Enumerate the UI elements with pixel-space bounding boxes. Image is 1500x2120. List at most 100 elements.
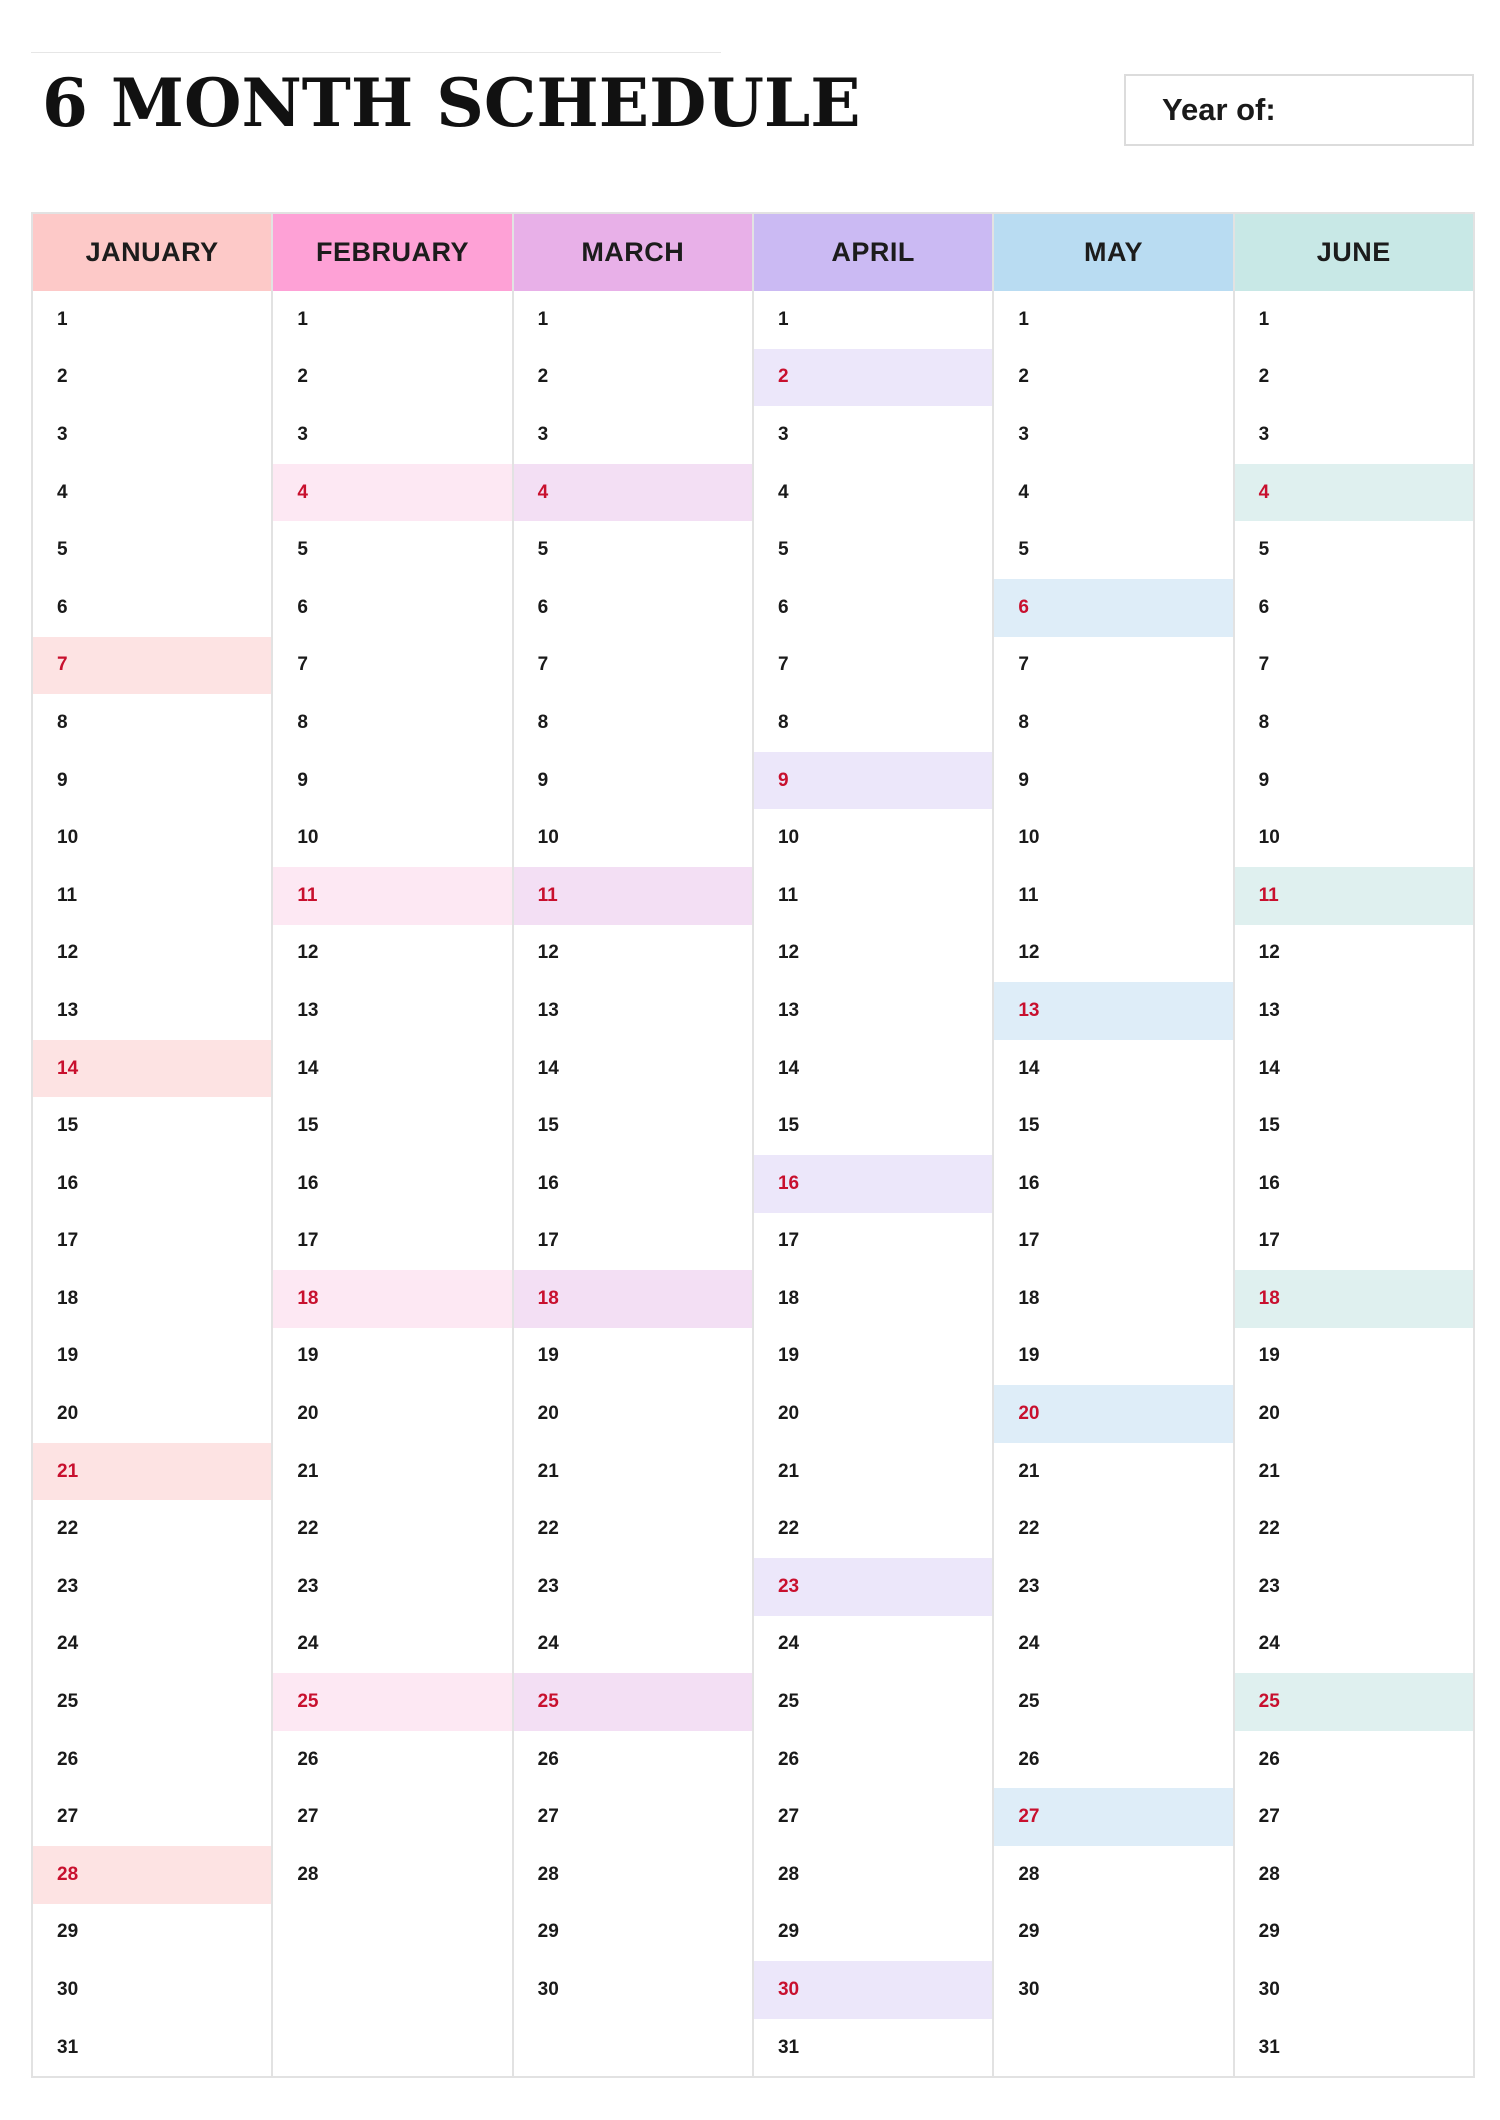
day-cell-highlighted[interactable]: 4 bbox=[513, 463, 752, 522]
day-cell[interactable]: 6 bbox=[297, 596, 308, 618]
day-cell[interactable]: 26 bbox=[1258, 1748, 1280, 1770]
day-cell-highlighted[interactable]: 4 bbox=[273, 463, 512, 522]
day-cell-highlighted[interactable]: 18 bbox=[513, 1270, 752, 1328]
day-cell[interactable]: 5 bbox=[57, 539, 68, 561]
day-cell[interactable]: 9 bbox=[297, 769, 308, 791]
day-cell[interactable]: 2 bbox=[57, 366, 68, 388]
day-cell[interactable]: 8 bbox=[777, 711, 789, 733]
day-cell[interactable]: 9 bbox=[1258, 769, 1270, 791]
day-cell[interactable]: 25 bbox=[777, 1691, 800, 1713]
day-cell[interactable]: 12 bbox=[537, 942, 559, 964]
day-cell[interactable]: 17 bbox=[1018, 1230, 1040, 1252]
day-cell[interactable]: 22 bbox=[297, 1518, 319, 1540]
day-cell[interactable]: 19 bbox=[1258, 1345, 1280, 1367]
day-cell-highlighted[interactable]: 20 bbox=[994, 1385, 1233, 1443]
day-cell[interactable]: 29 bbox=[57, 1921, 79, 1943]
day-cell[interactable]: 23 bbox=[1258, 1575, 1280, 1597]
day-cell[interactable]: 19 bbox=[1018, 1345, 1040, 1367]
day-cell[interactable]: 30 bbox=[537, 1979, 559, 2001]
day-cell-highlighted[interactable]: 9 bbox=[753, 751, 993, 810]
year-field[interactable]: Year of: bbox=[1124, 74, 1474, 146]
day-cell[interactable]: 12 bbox=[297, 942, 319, 964]
day-cell[interactable]: 6 bbox=[777, 596, 789, 618]
day-cell[interactable]: 3 bbox=[1258, 423, 1270, 445]
day-cell[interactable]: 22 bbox=[537, 1518, 559, 1540]
day-cell[interactable]: 22 bbox=[1258, 1518, 1280, 1540]
day-cell[interactable]: 20 bbox=[57, 1403, 79, 1425]
day-cell-highlighted[interactable]: 23 bbox=[753, 1558, 993, 1616]
day-cell[interactable]: 27 bbox=[777, 1806, 800, 1828]
day-cell[interactable]: 19 bbox=[777, 1345, 800, 1367]
day-cell[interactable]: 28 bbox=[537, 1863, 559, 1885]
day-cell[interactable]: 5 bbox=[1018, 539, 1029, 561]
day-cell[interactable]: 28 bbox=[1258, 1863, 1280, 1885]
day-cell-highlighted[interactable]: 4 bbox=[1234, 463, 1473, 522]
day-cell[interactable]: 23 bbox=[297, 1575, 319, 1597]
day-cell[interactable]: 3 bbox=[297, 423, 308, 445]
day-cell[interactable]: 1 bbox=[297, 308, 308, 330]
day-cell[interactable]: 24 bbox=[537, 1633, 559, 1655]
day-cell-highlighted[interactable]: 14 bbox=[33, 1039, 272, 1098]
day-cell[interactable]: 27 bbox=[57, 1806, 79, 1828]
day-cell[interactable]: 31 bbox=[57, 2036, 79, 2058]
day-cell[interactable]: 13 bbox=[57, 999, 79, 1021]
day-cell[interactable]: 7 bbox=[537, 654, 549, 676]
day-cell[interactable]: 20 bbox=[777, 1403, 800, 1425]
day-cell[interactable]: 14 bbox=[537, 1057, 559, 1079]
day-cell[interactable]: 24 bbox=[57, 1633, 79, 1655]
day-cell[interactable]: 10 bbox=[57, 827, 79, 849]
day-cell-highlighted[interactable]: 28 bbox=[33, 1846, 272, 1904]
day-cell[interactable]: 2 bbox=[1258, 366, 1270, 388]
day-cell[interactable]: 31 bbox=[1258, 2036, 1280, 2058]
day-cell[interactable]: 1 bbox=[777, 308, 789, 330]
day-cell[interactable]: 5 bbox=[777, 539, 789, 561]
day-cell[interactable]: 20 bbox=[1258, 1403, 1280, 1425]
day-cell[interactable]: 17 bbox=[777, 1230, 800, 1252]
day-cell[interactable]: 27 bbox=[1258, 1806, 1280, 1828]
day-cell[interactable]: 20 bbox=[537, 1403, 559, 1425]
day-cell[interactable]: 29 bbox=[1258, 1921, 1280, 1943]
day-cell[interactable]: 15 bbox=[537, 1115, 559, 1137]
day-cell[interactable]: 25 bbox=[57, 1691, 79, 1713]
day-cell[interactable]: 3 bbox=[777, 423, 789, 445]
day-cell-highlighted[interactable]: 11 bbox=[1234, 866, 1473, 925]
day-cell[interactable]: 29 bbox=[777, 1921, 800, 1943]
day-cell-highlighted[interactable]: 7 bbox=[33, 636, 272, 695]
day-cell[interactable]: 4 bbox=[57, 481, 68, 503]
day-cell[interactable]: 27 bbox=[537, 1806, 559, 1828]
day-cell[interactable]: 22 bbox=[1018, 1518, 1040, 1540]
day-cell[interactable]: 7 bbox=[1258, 654, 1270, 676]
day-cell[interactable]: 21 bbox=[537, 1460, 559, 1482]
day-cell[interactable]: 16 bbox=[1258, 1172, 1280, 1194]
day-cell[interactable]: 14 bbox=[1018, 1057, 1040, 1079]
day-cell[interactable]: 21 bbox=[1018, 1460, 1040, 1482]
day-cell[interactable]: 26 bbox=[297, 1748, 319, 1770]
day-cell[interactable]: 20 bbox=[297, 1403, 319, 1425]
day-cell[interactable]: 17 bbox=[537, 1230, 559, 1252]
day-cell[interactable]: 30 bbox=[1258, 1979, 1280, 2001]
day-cell[interactable]: 9 bbox=[57, 769, 68, 791]
day-cell[interactable]: 1 bbox=[57, 308, 68, 330]
day-cell[interactable]: 2 bbox=[1018, 366, 1029, 388]
day-cell[interactable]: 24 bbox=[1258, 1633, 1280, 1655]
day-cell[interactable]: 21 bbox=[777, 1460, 800, 1482]
day-cell[interactable]: 11 bbox=[777, 884, 799, 906]
day-cell[interactable]: 17 bbox=[57, 1230, 79, 1252]
day-cell[interactable]: 30 bbox=[1018, 1979, 1040, 2001]
day-cell[interactable]: 23 bbox=[1018, 1575, 1040, 1597]
day-cell[interactable]: 16 bbox=[537, 1172, 559, 1194]
day-cell-highlighted[interactable]: 13 bbox=[994, 982, 1233, 1040]
day-cell[interactable]: 14 bbox=[1258, 1057, 1280, 1079]
day-cell-highlighted[interactable]: 6 bbox=[994, 578, 1233, 637]
day-cell[interactable]: 8 bbox=[57, 711, 68, 733]
day-cell-highlighted[interactable]: 25 bbox=[1234, 1673, 1473, 1731]
day-cell[interactable]: 13 bbox=[537, 999, 559, 1021]
day-cell[interactable]: 21 bbox=[1258, 1460, 1280, 1482]
day-cell[interactable]: 13 bbox=[297, 999, 319, 1021]
day-cell-highlighted[interactable]: 21 bbox=[33, 1442, 272, 1501]
day-cell[interactable]: 4 bbox=[1018, 481, 1029, 503]
day-cell[interactable]: 1 bbox=[537, 308, 549, 330]
day-cell[interactable]: 5 bbox=[297, 539, 308, 561]
day-cell[interactable]: 1 bbox=[1258, 308, 1270, 330]
day-cell[interactable]: 24 bbox=[297, 1633, 319, 1655]
